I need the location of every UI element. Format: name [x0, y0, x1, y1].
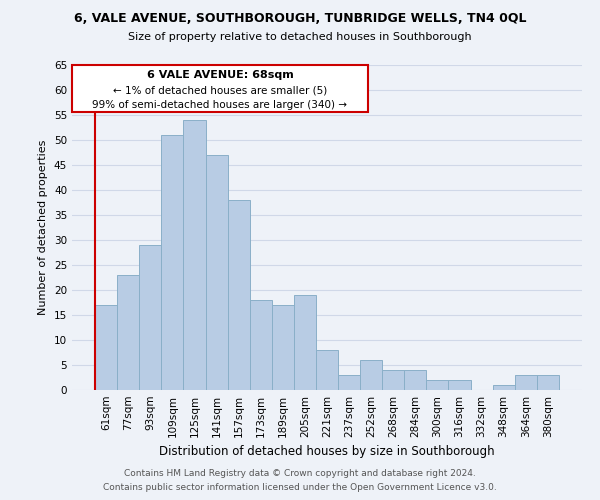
Text: 99% of semi-detached houses are larger (340) →: 99% of semi-detached houses are larger (… — [92, 100, 347, 110]
Text: Contains public sector information licensed under the Open Government Licence v3: Contains public sector information licen… — [103, 484, 497, 492]
Bar — [537, 375, 559, 390]
Bar — [117, 275, 139, 390]
FancyBboxPatch shape — [72, 65, 368, 112]
Bar — [250, 300, 272, 390]
X-axis label: Distribution of detached houses by size in Southborough: Distribution of detached houses by size … — [159, 446, 495, 458]
Text: 6, VALE AVENUE, SOUTHBOROUGH, TUNBRIDGE WELLS, TN4 0QL: 6, VALE AVENUE, SOUTHBOROUGH, TUNBRIDGE … — [74, 12, 526, 26]
Bar — [272, 305, 294, 390]
Bar — [206, 155, 227, 390]
Bar — [161, 135, 184, 390]
Text: Size of property relative to detached houses in Southborough: Size of property relative to detached ho… — [128, 32, 472, 42]
Bar — [227, 200, 250, 390]
Bar — [294, 295, 316, 390]
Y-axis label: Number of detached properties: Number of detached properties — [38, 140, 49, 315]
Bar — [448, 380, 470, 390]
Bar — [493, 385, 515, 390]
Bar — [338, 375, 360, 390]
Bar — [184, 120, 206, 390]
Bar — [515, 375, 537, 390]
Bar — [427, 380, 448, 390]
Bar — [382, 370, 404, 390]
Text: Contains HM Land Registry data © Crown copyright and database right 2024.: Contains HM Land Registry data © Crown c… — [124, 468, 476, 477]
Bar — [139, 245, 161, 390]
Bar — [95, 305, 117, 390]
Bar — [316, 350, 338, 390]
Text: 6 VALE AVENUE: 68sqm: 6 VALE AVENUE: 68sqm — [146, 70, 293, 81]
Bar — [404, 370, 427, 390]
Text: ← 1% of detached houses are smaller (5): ← 1% of detached houses are smaller (5) — [113, 86, 327, 96]
Bar — [360, 360, 382, 390]
